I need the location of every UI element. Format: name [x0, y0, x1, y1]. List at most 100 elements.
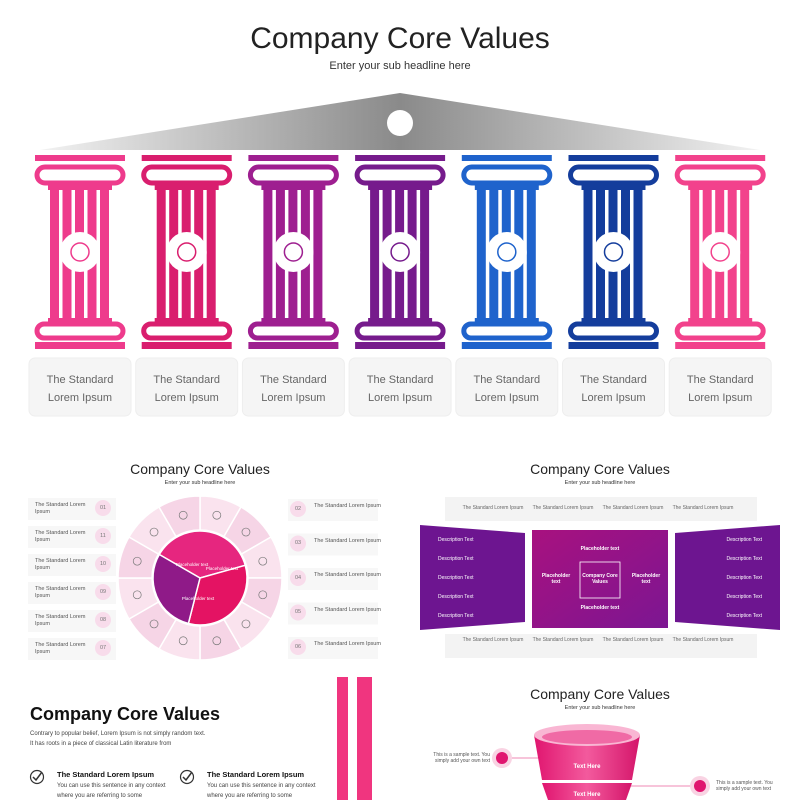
panel-text: Placeholder text [580, 546, 620, 552]
pillar-label: Lorem Ipsum [581, 392, 646, 404]
pillar-neck [261, 318, 326, 324]
pillar-flute [633, 190, 643, 318]
pillar-label-box [241, 357, 345, 417]
list-bg [288, 568, 378, 590]
list-num-bg [290, 570, 306, 586]
pillar-top [461, 155, 552, 161]
wheel-core-label: Placeholder text [181, 596, 215, 601]
list-num-bg [95, 612, 111, 628]
pillar-top [248, 155, 339, 161]
pillar-label: The Standard [366, 374, 434, 386]
pillar-neck [48, 183, 112, 190]
pillar-base [461, 342, 552, 349]
subtitle: Enter your sub headline here [329, 60, 471, 72]
list-num-bg [290, 604, 306, 621]
pillar-top [355, 155, 446, 161]
pillar-label: Lorem Ipsum [688, 392, 753, 404]
panel-text: Description Text [726, 575, 762, 581]
funnel-label: Text Here [573, 764, 601, 770]
list-num: 11 [100, 532, 106, 539]
pillar-flute [370, 190, 380, 318]
wheel-icon [132, 556, 142, 566]
note: This is a sample text. You simply add yo… [433, 752, 490, 765]
item-text: You can use this sentence in any context… [57, 783, 166, 799]
side-panel [420, 525, 525, 630]
pillar-label: The Standard [153, 374, 221, 386]
pillar-top [141, 155, 232, 161]
panel-strip [445, 634, 757, 658]
pillar-volute [34, 164, 126, 186]
title: Company Core Values [530, 461, 670, 477]
list-bg [28, 638, 116, 660]
wheel-icon [178, 636, 188, 646]
list-text: The Standard Lorem Ipsum [35, 642, 86, 655]
pillar-top [675, 155, 766, 161]
pillar-flute [690, 190, 700, 318]
check-icon [182, 771, 193, 782]
pillar-icon-glyph [176, 242, 197, 262]
title: Company Core Values [130, 461, 270, 477]
pillar-label-box [668, 357, 772, 417]
list-bg [28, 582, 116, 604]
wheel-icon [258, 556, 268, 566]
pillar-neck [261, 183, 326, 190]
list-bg [288, 499, 378, 521]
pillar-label: Lorem Ipsum [154, 392, 219, 404]
pillar-label-box [135, 357, 239, 417]
list-num-bg [95, 528, 111, 544]
list-num: 02 [294, 505, 302, 512]
panel-strip [445, 497, 757, 521]
pillar-icon [593, 232, 634, 272]
pillar-label: The Standard [46, 374, 114, 386]
side-panel [675, 525, 780, 630]
pillar-icon [380, 232, 421, 272]
list-text: The Standard Lorem Ipsum [314, 606, 381, 613]
panel-text: Placeholder text [580, 605, 620, 611]
wheel-icon [258, 590, 268, 600]
funnel-icon [496, 752, 508, 764]
list-bg [28, 554, 116, 576]
pillar-flute [420, 190, 430, 318]
funnel-top-inner [542, 730, 632, 744]
list-num: 06 [294, 643, 302, 650]
funnel-icon [694, 780, 706, 792]
pillar-neck [368, 318, 433, 324]
list-num-bg [95, 584, 111, 600]
list-bg [28, 498, 116, 520]
wheel-icon [212, 636, 222, 646]
title: Company Core Values [530, 686, 670, 702]
subtitle: Enter your sub headline here [164, 480, 236, 486]
funnel-label: Text Here [573, 792, 601, 798]
pillar-flute [100, 190, 109, 318]
pillar-flute [740, 190, 750, 318]
pillar-volute [247, 164, 339, 186]
center-core [579, 561, 621, 599]
title: Company Core Values [30, 704, 221, 724]
pillar-icon [166, 232, 207, 272]
paragraph: Contrary to popular belief, Lorem Ipsum … [30, 731, 206, 747]
pillar-top [35, 155, 125, 161]
panel-text: Description Text [438, 613, 474, 619]
pillar-icon [60, 232, 100, 272]
wheel-core [187, 564, 248, 626]
wheel-icon [212, 510, 222, 520]
list-text: The Standard Lorem Ipsum [314, 641, 381, 647]
pillar-label: Lorem Ipsum [47, 392, 113, 404]
panel-text: Description Text [438, 537, 474, 543]
pillar-volute [461, 321, 553, 341]
wheel-icon [149, 527, 159, 537]
panel-text: Description Text [726, 613, 762, 619]
panel-text: Description Text [726, 537, 762, 543]
pillar-label: The Standard [260, 374, 327, 386]
pillar-neck [154, 318, 219, 324]
title: Company Core Values [250, 22, 550, 55]
pillar-base [248, 342, 339, 349]
pillar-icon-glyph [603, 242, 624, 262]
list-num: 08 [99, 616, 107, 623]
check-icon [32, 771, 43, 782]
pillar-flute [583, 190, 593, 318]
pillar-top [568, 155, 659, 161]
pillar-label: Lorem Ipsum [367, 392, 433, 404]
list-bg [28, 526, 116, 548]
